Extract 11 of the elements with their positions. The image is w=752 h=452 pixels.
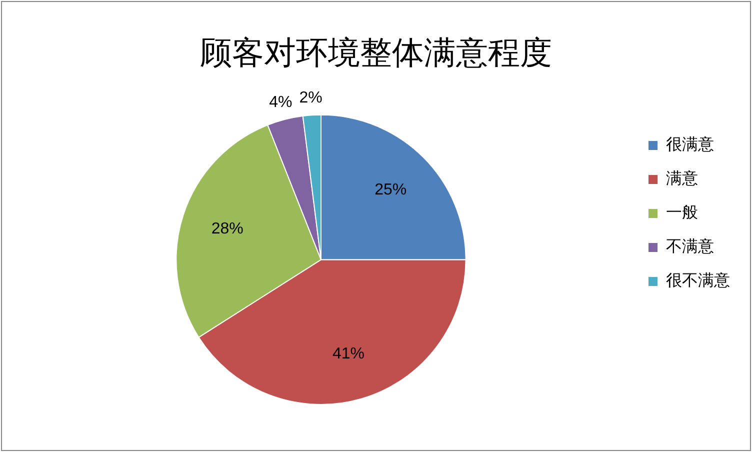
legend-label: 满意 (666, 168, 698, 188)
data-label: 28% (211, 220, 244, 238)
chart-title: 顾客对环境整体满意程度 (200, 34, 552, 72)
data-label: 4% (269, 94, 292, 112)
data-label: 2% (299, 89, 322, 106)
legend-label: 不满意 (666, 236, 714, 256)
legend-label: 很不满意 (666, 270, 730, 290)
legend-label: 很满意 (666, 134, 714, 154)
data-label: 41% (332, 346, 364, 363)
data-label: 25% (374, 181, 407, 198)
legend-label: 一般 (666, 202, 698, 222)
